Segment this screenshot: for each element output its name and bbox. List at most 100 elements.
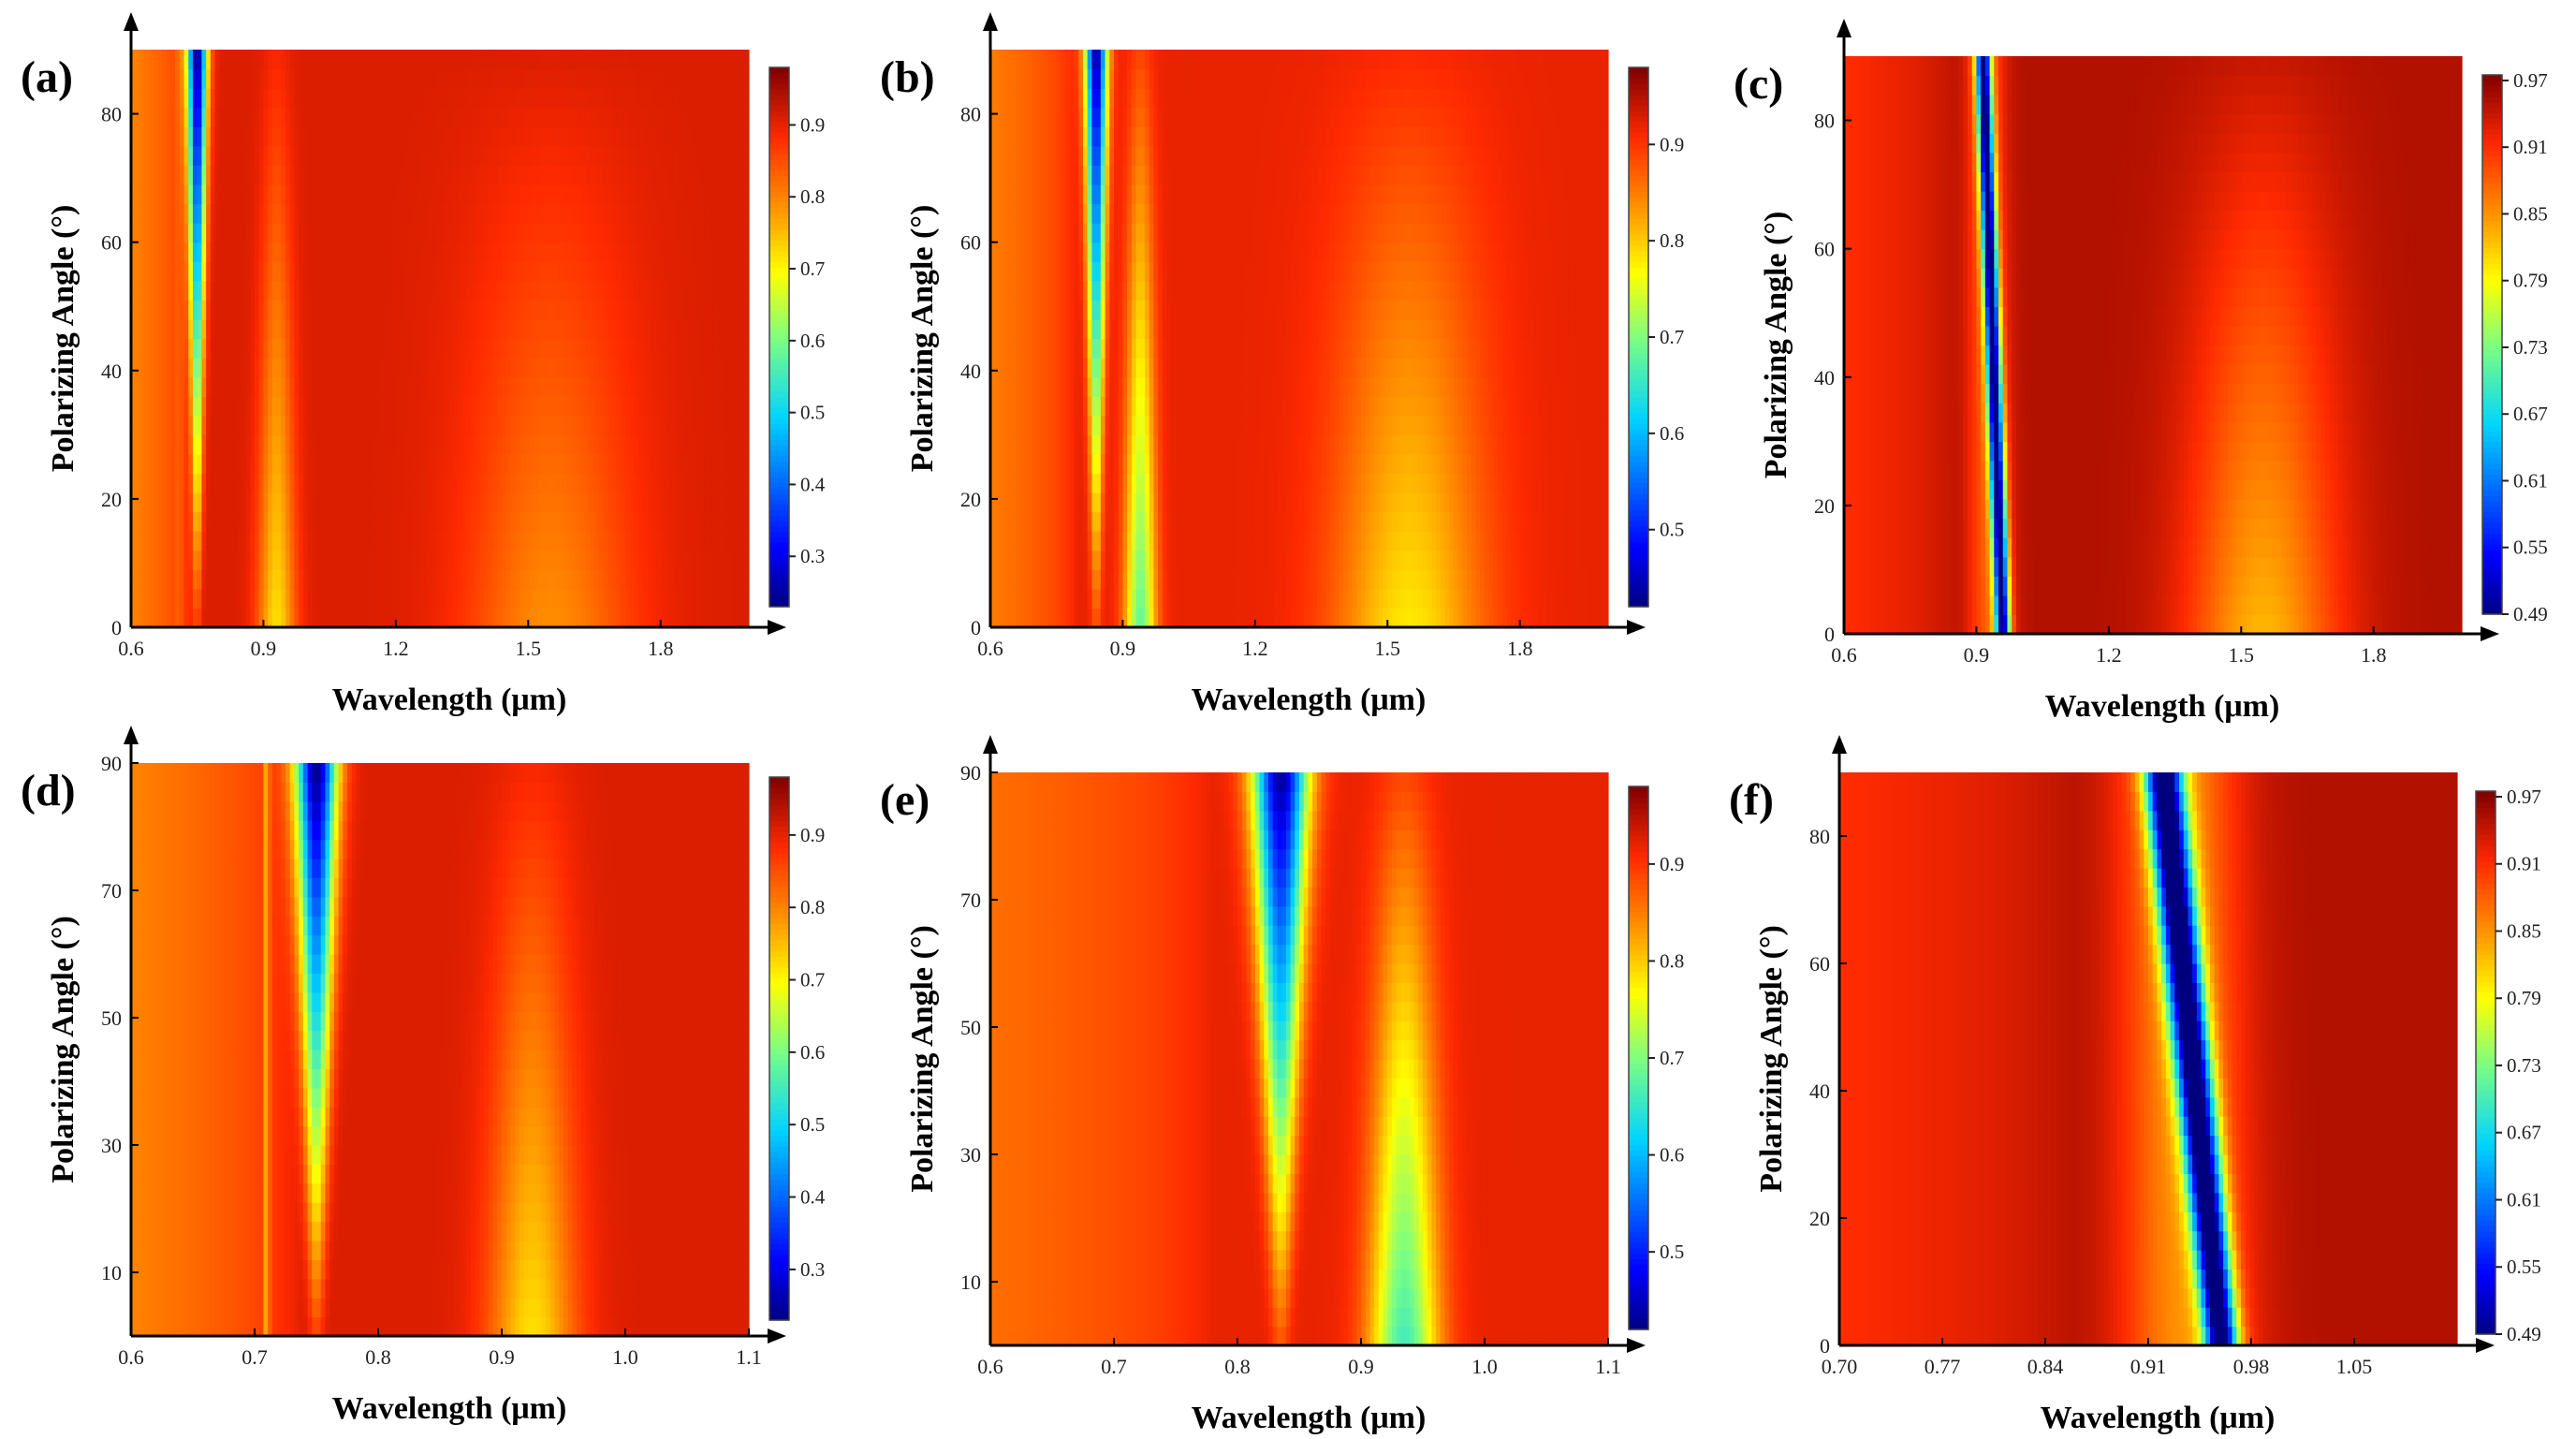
heatmap-cell (219, 165, 224, 184)
heatmap-cell (603, 492, 607, 512)
heatmap-cell (422, 454, 427, 474)
heatmap-cell (1013, 589, 1017, 609)
heatmap-cell (1317, 608, 1322, 627)
heatmap-cell (568, 184, 573, 204)
heatmap-cell (555, 281, 560, 301)
heatmap-cell (162, 69, 167, 89)
heatmap-cell (564, 300, 568, 319)
heatmap-cell (621, 416, 625, 435)
heatmap-cell (572, 50, 577, 69)
heatmap-cell (695, 569, 700, 589)
heatmap-cell (541, 589, 546, 609)
heatmap-cell (1383, 551, 1388, 570)
heatmap-cell (1361, 608, 1366, 627)
heatmap-cell (564, 204, 568, 224)
heatmap-cell (201, 339, 206, 359)
heatmap-cell (515, 88, 520, 108)
heatmap-cell (541, 184, 546, 204)
heatmap-cell (705, 608, 710, 627)
heatmap-cell (458, 416, 462, 435)
heatmap-cell (731, 242, 736, 262)
heatmap-cell (564, 223, 568, 242)
heatmap-cell (201, 88, 206, 108)
heatmap-cell (157, 454, 162, 474)
heatmap-cell (224, 492, 228, 512)
heatmap-cell (387, 416, 391, 435)
heatmap-cell (188, 204, 193, 224)
heatmap-cell (435, 261, 440, 281)
heatmap-cell (568, 473, 573, 492)
heatmap-cell (1277, 608, 1281, 627)
heatmap-cell (198, 223, 202, 242)
heatmap-cell (476, 608, 480, 627)
heatmap-cell (665, 396, 669, 416)
heatmap-cell (360, 69, 365, 89)
heatmap-cell (193, 126, 198, 146)
heatmap-cell (462, 396, 467, 416)
heatmap-cell (136, 339, 140, 359)
heatmap-cell (1229, 551, 1234, 570)
heatmap-cell (325, 204, 329, 224)
heatmap-cell (466, 608, 471, 627)
heatmap-cell (356, 69, 360, 89)
heatmap-cell (669, 165, 674, 184)
heatmap-cell (409, 223, 414, 242)
heatmap-cell (1441, 589, 1445, 609)
heatmap-cell (445, 377, 449, 397)
heatmap-cell (651, 512, 656, 532)
heatmap-cell (432, 377, 436, 397)
heatmap-cell (1515, 551, 1520, 570)
heatmap-cell (541, 108, 546, 127)
heatmap-cell (409, 608, 414, 627)
heatmap-cell (224, 300, 228, 319)
heatmap-cell (458, 377, 462, 397)
heatmap-cell (621, 454, 625, 474)
heatmap-cell (661, 88, 666, 108)
heatmap-cell (404, 512, 409, 532)
heatmap-cell (995, 569, 1000, 589)
heatmap-cell (193, 589, 198, 609)
heatmap-cell (502, 242, 506, 262)
heatmap-cell (502, 589, 506, 609)
heatmap-cell (528, 377, 533, 397)
heatmap-cell (149, 281, 154, 301)
heatmap-cell (1369, 569, 1374, 589)
heatmap-cell (272, 184, 277, 204)
heatmap-cell (308, 319, 313, 339)
heatmap-cell (360, 358, 365, 377)
heatmap-cell (1291, 569, 1295, 589)
heatmap-cell (634, 416, 638, 435)
heatmap-cell (435, 184, 440, 204)
heatmap-cell (281, 204, 285, 224)
heatmap-cell (497, 50, 502, 69)
heatmap-cell (277, 165, 282, 184)
heatmap-cell (290, 551, 295, 570)
heatmap-cell (139, 569, 144, 589)
heatmap-cell (700, 512, 705, 532)
heatmap-cell (559, 434, 564, 454)
heatmap-cell (1449, 608, 1454, 627)
heatmap-cell (356, 473, 360, 492)
heatmap-cell (294, 454, 299, 474)
heatmap-cell (1546, 569, 1551, 589)
heatmap-cell (299, 396, 303, 416)
heatmap-cell (493, 377, 498, 397)
heatmap-cell (1096, 589, 1101, 609)
heatmap-cell (484, 434, 489, 454)
heatmap-cell (237, 204, 242, 224)
heatmap-cell (510, 473, 515, 492)
heatmap-cell (674, 50, 679, 69)
colorbar-segment (769, 132, 789, 138)
heatmap-cell (370, 261, 374, 281)
heatmap-cell (577, 50, 581, 69)
heatmap-cell (524, 204, 529, 224)
heatmap-cell (1441, 551, 1445, 570)
heatmap-cell (489, 88, 493, 108)
heatmap-cell (705, 146, 710, 166)
heatmap-cell (422, 184, 427, 204)
heatmap-cell (281, 242, 285, 262)
heatmap-cell (237, 377, 242, 397)
heatmap-cell (462, 165, 467, 184)
heatmap-cell (294, 512, 299, 532)
heatmap-cell (246, 396, 251, 416)
